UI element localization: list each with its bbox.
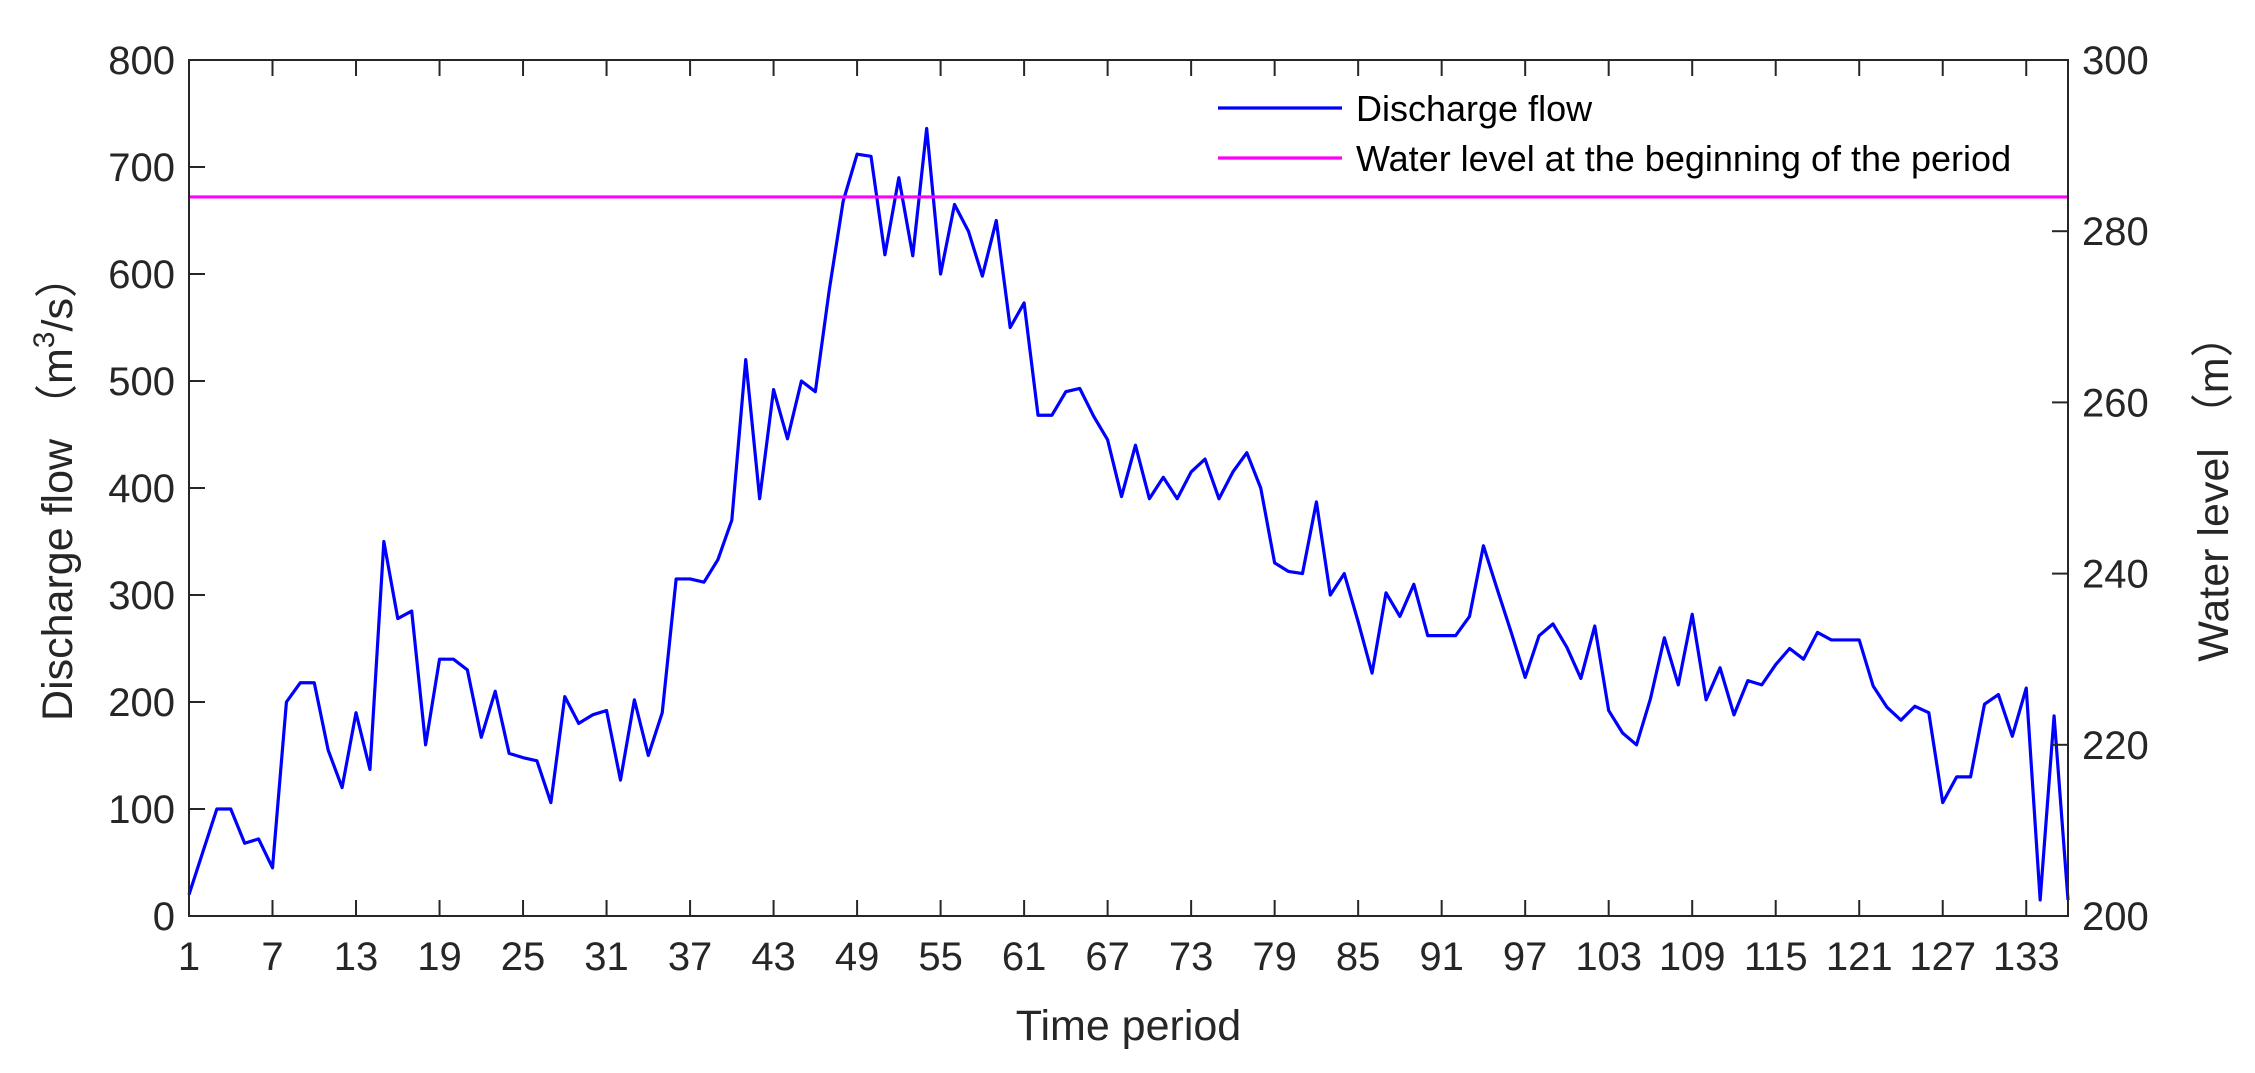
x-tick-label: 19 xyxy=(417,935,462,979)
x-tick-label: 73 xyxy=(1169,935,1214,979)
x-tick-label: 55 xyxy=(918,935,963,979)
x-tick-label: 7 xyxy=(261,935,283,979)
y2-tick-label: 280 xyxy=(2082,210,2149,254)
x-tick-label: 121 xyxy=(1826,935,1893,979)
y2-tick-label: 200 xyxy=(2082,895,2149,939)
x-tick-label: 85 xyxy=(1336,935,1381,979)
x-tick-label: 127 xyxy=(1909,935,1976,979)
x-axis-title: Time period xyxy=(1016,1002,1241,1050)
plot-frame xyxy=(188,59,2069,917)
y-tick-label: 500 xyxy=(108,360,175,404)
x-tick-label: 61 xyxy=(1002,935,1047,979)
x-tick-label: 97 xyxy=(1503,935,1548,979)
legend-label-water-level: Water level at the beginning of the peri… xyxy=(1356,138,2011,179)
x-tick-label: 109 xyxy=(1659,935,1726,979)
plot-area xyxy=(187,126,2070,902)
y2-axis-title: Water level （m） xyxy=(2190,314,2238,661)
y-tick-label: 700 xyxy=(108,146,175,190)
x-tick-label: 49 xyxy=(835,935,880,979)
y-tick-label: 0 xyxy=(153,895,175,939)
y2-tick-label: 300 xyxy=(2082,39,2149,83)
y-axis-title-text: Discharge flow （m xyxy=(34,348,82,721)
legend: Discharge flow Water level at the beginni… xyxy=(1218,88,2011,179)
x-tick-label: 133 xyxy=(1993,935,2060,979)
discharge-flow-line xyxy=(187,126,2070,902)
y-tick-label: 800 xyxy=(108,39,175,83)
x-tick-label: 31 xyxy=(584,935,629,979)
x-tick-label: 103 xyxy=(1575,935,1642,979)
y-tick-label: 200 xyxy=(108,681,175,725)
x-tick-label: 1 xyxy=(178,935,200,979)
axes: 1 7 13 19 25 31 37 43 49 55 61 67 73 79 85 91 97 103 109 11… xyxy=(28,39,2238,1050)
x-tick-label: 37 xyxy=(668,935,713,979)
y-tick-label: 600 xyxy=(108,253,175,297)
y-axis-title-unit: /s） xyxy=(34,255,82,331)
x-tick-label: 25 xyxy=(501,935,546,979)
y-axis-title: Discharge flow （m3/s） xyxy=(28,255,82,721)
y-tick-label: 300 xyxy=(108,574,175,618)
y2-tick-label: 240 xyxy=(2082,553,2149,597)
x-tick-label: 115 xyxy=(1744,935,1808,979)
x-tick-label: 79 xyxy=(1252,935,1297,979)
y2-tick-label: 220 xyxy=(2082,724,2149,768)
x-tick-label: 13 xyxy=(334,935,379,979)
x-tick-label: 67 xyxy=(1085,935,1130,979)
x-tick-label: 43 xyxy=(751,935,796,979)
y2-tick-label: 260 xyxy=(2082,381,2149,425)
y-axis-title-superscript: 3 xyxy=(28,332,61,349)
x-tick-label: 91 xyxy=(1419,935,1464,979)
y-tick-label: 400 xyxy=(108,467,175,511)
y-tick-label: 100 xyxy=(108,788,175,832)
legend-label-discharge: Discharge flow xyxy=(1356,88,1593,129)
